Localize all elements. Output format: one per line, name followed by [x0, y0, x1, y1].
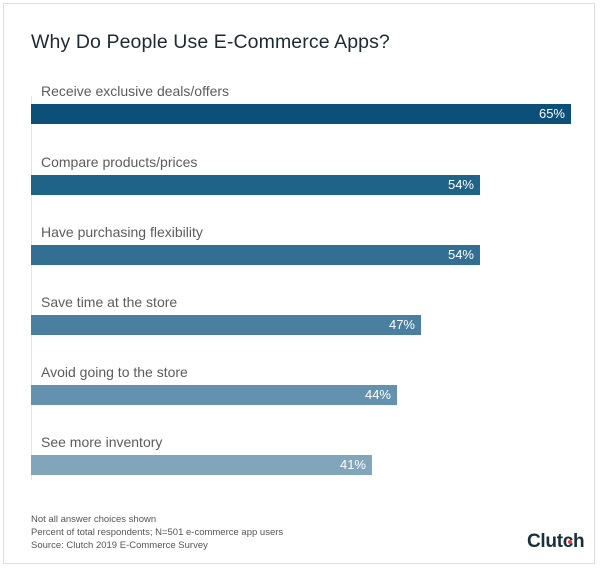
bar-row: Avoid going to the store 44% [0, 364, 600, 434]
bar-row: Compare products/prices 54% [0, 154, 600, 224]
chart-title: Why Do People Use E-Commerce Apps? [31, 31, 390, 53]
bar-label: Have purchasing flexibility [41, 224, 203, 240]
bar: 41% [31, 455, 372, 475]
bar-value-label: 54% [447, 177, 474, 192]
logo-dot-icon [567, 540, 572, 544]
bar-row: Receive exclusive deals/offers 65% [0, 83, 600, 153]
footnote-choices: Not all answer choices shown [31, 514, 157, 525]
bar-value-label: 65% [538, 106, 565, 121]
bar-label: Save time at the store [41, 294, 178, 310]
clutch-logo: Clutch [527, 531, 585, 552]
bar-label: Compare products/prices [41, 154, 198, 170]
bar-value-label: 47% [388, 317, 415, 332]
bar-row: Save time at the store 47% [0, 294, 600, 364]
bar-label: Receive exclusive deals/offers [41, 83, 230, 99]
bar: 54% [31, 245, 480, 265]
bar-label: See more inventory [41, 434, 163, 450]
y-axis-line [31, 96, 32, 480]
bar-value-label: 54% [447, 247, 474, 262]
bar-value-label: 44% [364, 387, 391, 402]
bar-row: See more inventory 41% [0, 434, 600, 504]
footnote-source: Source: Clutch 2019 E-Commerce Survey [31, 540, 208, 551]
bar: 44% [31, 385, 397, 405]
bar-row: Have purchasing flexibility 54% [0, 224, 600, 294]
footnote-respondents: Percent of total respondents; N=501 e-co… [31, 527, 284, 538]
bar: 65% [31, 104, 571, 124]
bar-label: Avoid going to the store [41, 364, 188, 380]
bar: 47% [31, 315, 421, 335]
bar-value-label: 41% [339, 457, 366, 472]
bar: 54% [31, 175, 480, 195]
